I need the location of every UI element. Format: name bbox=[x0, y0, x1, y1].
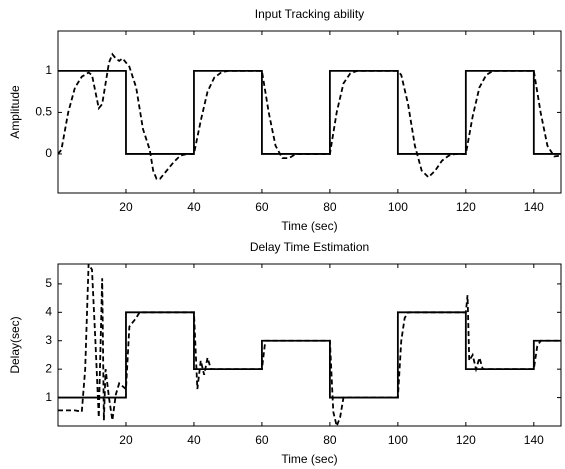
x-tick-label: 60 bbox=[255, 433, 269, 447]
chart-title: Delay Time Estimation bbox=[250, 240, 369, 254]
series-line bbox=[58, 311, 561, 399]
x-tick-label: 20 bbox=[119, 200, 133, 214]
x-axis-label: Time (sec) bbox=[281, 219, 337, 233]
x-tick-label: 140 bbox=[524, 433, 544, 447]
x-tick-label: 20 bbox=[119, 433, 133, 447]
x-tick-label: 40 bbox=[187, 200, 201, 214]
subplot: Input Tracking ability Time (sec) Amplitud… bbox=[8, 7, 562, 233]
x-tick-label: 60 bbox=[255, 200, 269, 214]
y-axis-label: Delay(sec) bbox=[8, 316, 22, 373]
y-axis-label: Amplitude bbox=[8, 85, 22, 139]
x-axis-label: Time (sec) bbox=[281, 452, 337, 466]
series-line bbox=[58, 264, 561, 426]
y-tick-label: 1 bbox=[45, 63, 52, 77]
axes-frame bbox=[57, 263, 562, 427]
x-tick-label: 80 bbox=[323, 200, 337, 214]
x-tick-label: 120 bbox=[456, 200, 476, 214]
y-tick-label: 2 bbox=[45, 361, 52, 375]
x-tick-label: 120 bbox=[456, 433, 476, 447]
y-tick-label: 0.5 bbox=[35, 105, 52, 119]
x-tick-label: 100 bbox=[388, 200, 408, 214]
y-tick-label: 5 bbox=[45, 276, 52, 290]
y-tick-label: 4 bbox=[45, 304, 52, 318]
x-tick-label: 140 bbox=[524, 200, 544, 214]
series-line bbox=[58, 52, 561, 180]
x-tick-label: 40 bbox=[187, 433, 201, 447]
series-line bbox=[58, 69, 561, 155]
y-tick-label: 1 bbox=[45, 390, 52, 404]
x-tick-label: 80 bbox=[323, 433, 337, 447]
x-tick-label: 100 bbox=[388, 433, 408, 447]
axes-frame bbox=[57, 30, 562, 194]
y-tick-label: 0 bbox=[45, 146, 52, 160]
subplot: Delay Time Estimation Time (sec) Delay(sec… bbox=[8, 240, 562, 466]
y-tick-label: 3 bbox=[45, 333, 52, 347]
chart-title: Input Tracking ability bbox=[255, 7, 364, 21]
